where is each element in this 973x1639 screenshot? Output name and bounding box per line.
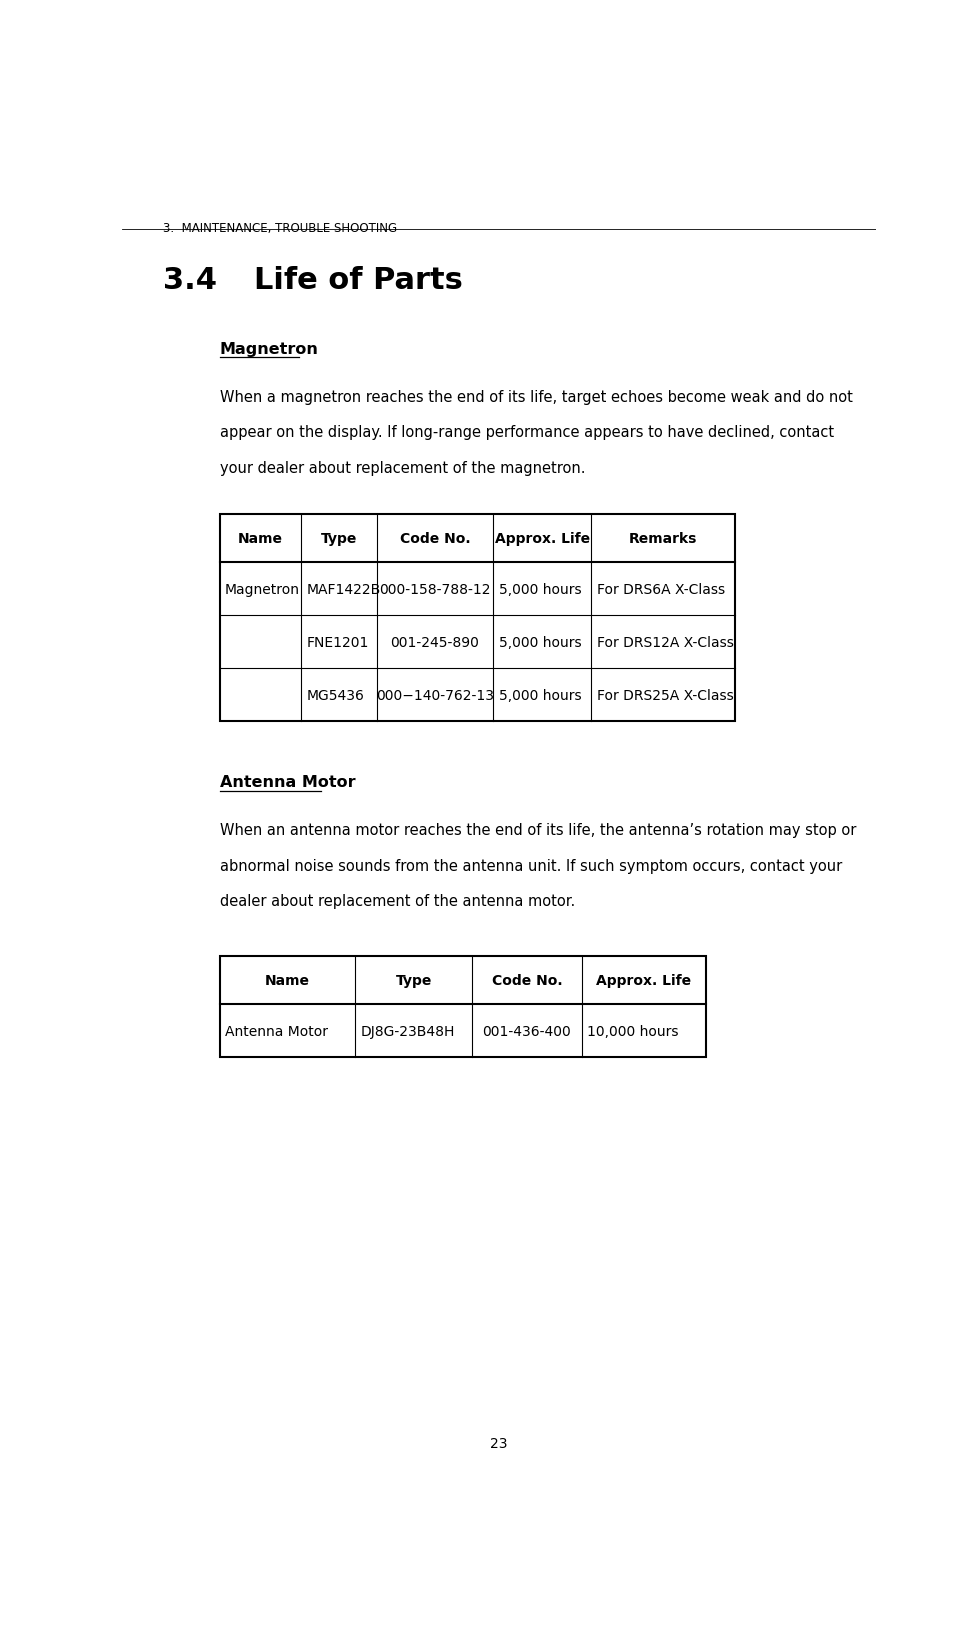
Text: When an antenna motor reaches the end of its life, the antenna’s rotation may st: When an antenna motor reaches the end of… [220,823,856,838]
Text: Type: Type [321,531,357,546]
Text: MG5436: MG5436 [306,688,364,701]
Bar [220,515,735,721]
Text: Antenna Motor: Antenna Motor [225,1024,328,1037]
Text: FNE1201: FNE1201 [306,636,369,649]
Text: Name: Name [265,974,310,987]
Text: abnormal noise sounds from the antenna unit. If such symptom occurs, contact you: abnormal noise sounds from the antenna u… [220,857,842,874]
Text: 5,000 hours: 5,000 hours [499,582,581,597]
Text: 000-158-788-12: 000-158-788-12 [379,582,490,597]
Text: appear on the display. If long-range performance appears to have declined, conta: appear on the display. If long-range per… [220,425,834,441]
Text: MAF1422B: MAF1422B [306,582,380,597]
Text: your dealer about replacement of the magnetron.: your dealer about replacement of the mag… [220,461,585,475]
Bar [220,957,706,1057]
Text: Antenna Motor: Antenna Motor [220,775,355,790]
Text: For DRS12A X-Class: For DRS12A X-Class [596,636,734,649]
Text: Magnetron: Magnetron [225,582,300,597]
Text: Magnetron: Magnetron [220,343,318,357]
Text: Code No.: Code No. [400,531,470,546]
Text: 001-245-890: 001-245-890 [390,636,480,649]
Text: 5,000 hours: 5,000 hours [499,688,581,701]
Text: 3.  MAINTENANCE, TROUBLE SHOOTING: 3. MAINTENANCE, TROUBLE SHOOTING [163,221,397,234]
Text: Approx. Life: Approx. Life [596,974,692,987]
Text: Remarks: Remarks [629,531,698,546]
Text: DJ8G-23B48H: DJ8G-23B48H [361,1024,455,1037]
Text: 000−140-762-13: 000−140-762-13 [376,688,494,701]
Text: 10,000 hours: 10,000 hours [587,1024,678,1037]
Text: Type: Type [396,974,432,987]
Text: Name: Name [237,531,283,546]
Text: Approx. Life: Approx. Life [495,531,590,546]
Text: 23: 23 [490,1436,507,1451]
Text: 5,000 hours: 5,000 hours [499,636,581,649]
Text: Code No.: Code No. [491,974,562,987]
Text: For DRS25A X-Class: For DRS25A X-Class [596,688,734,701]
Text: When a magnetron reaches the end of its life, target echoes become weak and do n: When a magnetron reaches the end of its … [220,390,852,405]
Text: Life of Parts: Life of Parts [254,266,462,295]
Text: 001-436-400: 001-436-400 [483,1024,571,1037]
Text: 3.4: 3.4 [163,266,217,295]
Text: For DRS6A X-Class: For DRS6A X-Class [596,582,725,597]
Text: dealer about replacement of the antenna motor.: dealer about replacement of the antenna … [220,893,575,908]
